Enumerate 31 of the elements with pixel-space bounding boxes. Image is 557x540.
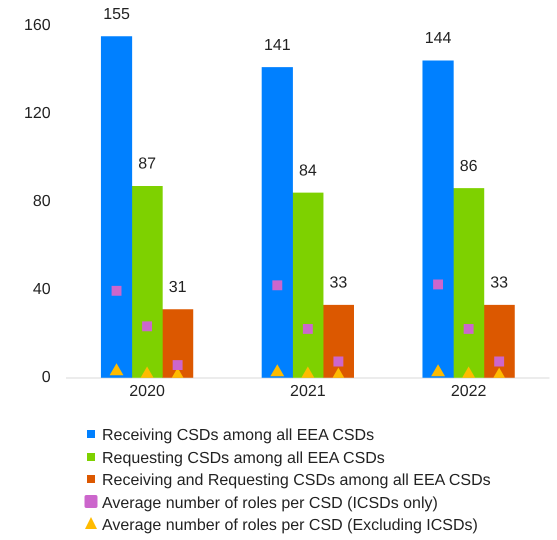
bar bbox=[322, 304, 354, 378]
legend-label: Receiving and Requesting CSDs among all EEA CSDs bbox=[102, 471, 491, 491]
y-tick-label: 80 bbox=[32, 193, 51, 210]
bar bbox=[100, 36, 132, 378]
y-tick-label: 0 bbox=[42, 369, 51, 386]
legend-label: Average number of roles per CSD (Excluding ICSDs) bbox=[102, 516, 478, 536]
bar bbox=[422, 60, 454, 378]
legend-label: Requesting CSDs among all EEA CSDs bbox=[102, 448, 385, 468]
bar bbox=[292, 192, 324, 378]
y-tick-label: 160 bbox=[24, 17, 51, 34]
data-label: 87 bbox=[138, 156, 156, 173]
legend-label: Receiving CSDs among all EEA CSDs bbox=[102, 426, 374, 446]
x-tick-label: 2021 bbox=[290, 382, 326, 400]
bar bbox=[453, 188, 484, 378]
data-label: 86 bbox=[460, 158, 478, 175]
bar bbox=[262, 67, 293, 378]
bar bbox=[484, 304, 515, 378]
x-tick-label: 2022 bbox=[450, 382, 487, 400]
data-label: 144 bbox=[424, 30, 452, 48]
y-tick-label: 40 bbox=[32, 281, 51, 298]
data-label: 31 bbox=[168, 278, 187, 296]
bar bbox=[162, 309, 194, 378]
data-label: 155 bbox=[103, 6, 130, 24]
y-tick-label: 120 bbox=[24, 105, 51, 122]
legend-label: Average number of roles per CSD (ICSDs only) bbox=[102, 494, 438, 514]
data-label: 141 bbox=[264, 36, 291, 54]
bar bbox=[131, 186, 163, 378]
data-label: 84 bbox=[298, 162, 317, 180]
x-tick-label: 2020 bbox=[129, 382, 165, 400]
data-label: 33 bbox=[490, 274, 508, 292]
data-label: 33 bbox=[329, 274, 348, 292]
